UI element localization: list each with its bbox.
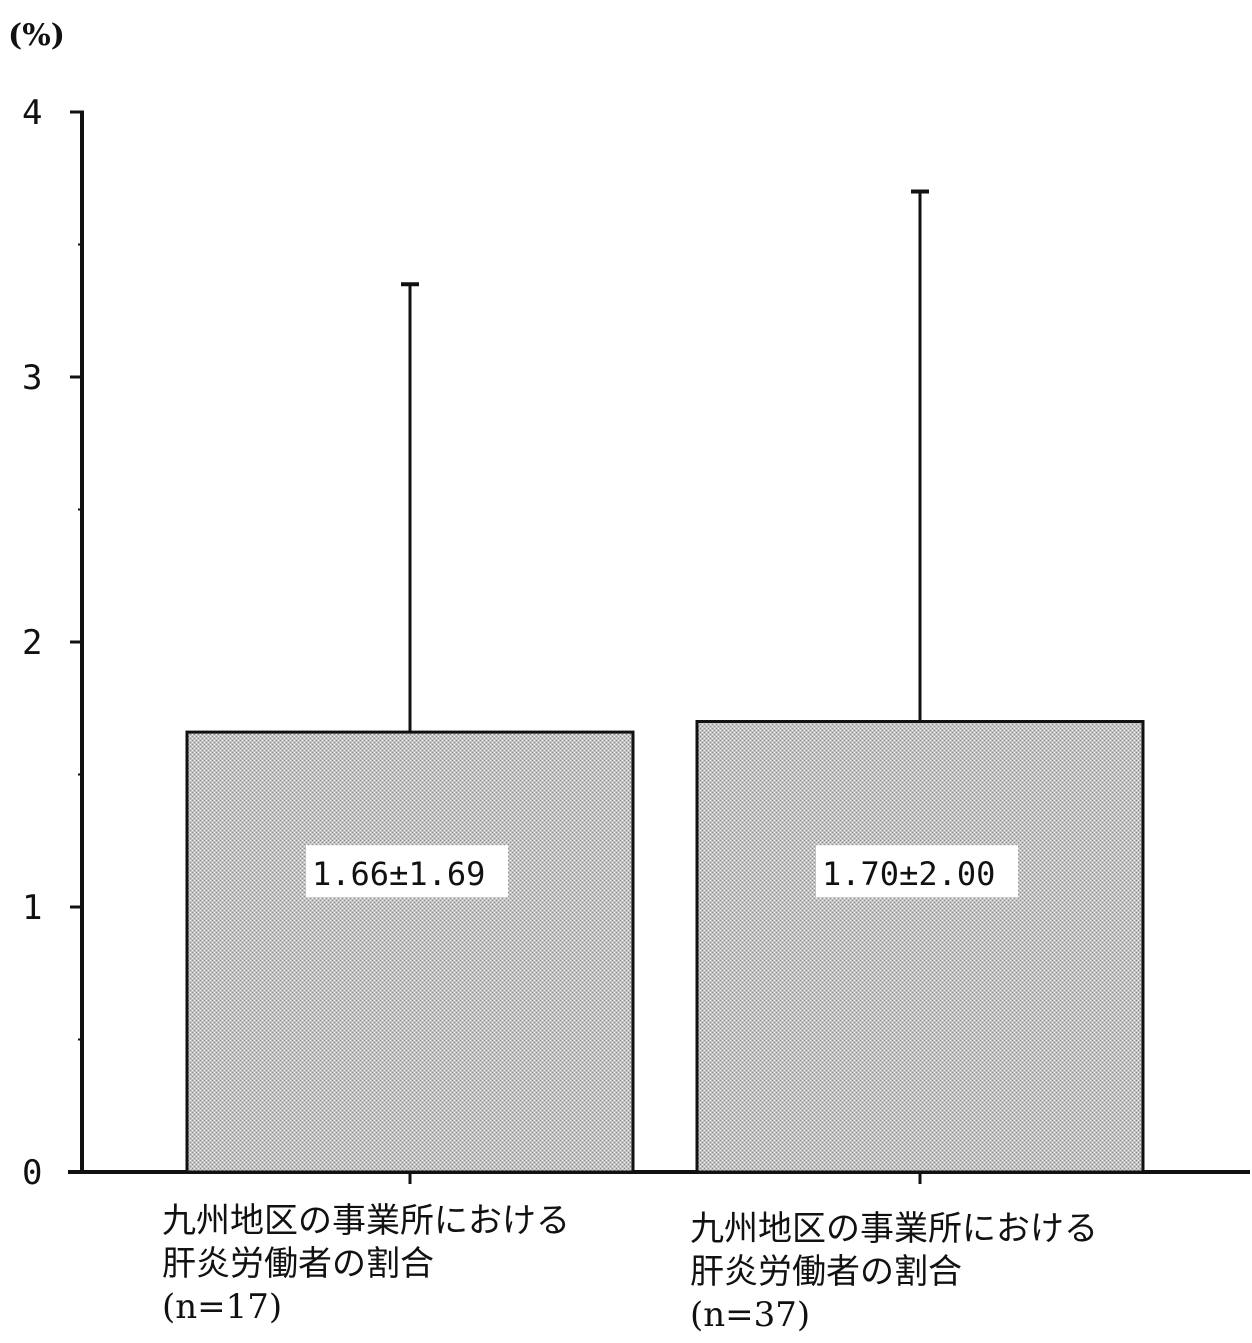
bar xyxy=(185,730,635,1174)
category-label-line2: 肝炎労働者の割合 xyxy=(162,1244,434,1284)
y-tick-label: 0 xyxy=(22,1153,42,1193)
y-tick-label: 1 xyxy=(22,888,42,928)
category-label-line1: 九州地区の事業所における xyxy=(690,1209,1098,1249)
data-label: 1.66±1.69 xyxy=(312,855,485,893)
y-axis-unit-label: (%) xyxy=(8,18,65,53)
bar xyxy=(695,720,1145,1174)
data-label: 1.70±2.00 xyxy=(822,855,995,893)
data-label-box xyxy=(816,845,1018,898)
bars-group: 1.66±1.69 1.70±2.00 xyxy=(185,189,1145,1184)
category-label-line2: 肝炎労働者の割合 xyxy=(690,1252,962,1292)
category-label-line3: (n=17) xyxy=(162,1287,282,1327)
category-label-line3: (n=37) xyxy=(690,1295,810,1335)
y-tick-label: 3 xyxy=(22,358,42,398)
y-tick-label: 4 xyxy=(22,93,42,133)
category-labels: 九州地区の事業所における肝炎労働者の割合(n=17)九州地区の事業所における肝炎… xyxy=(162,1201,1098,1335)
category-label-line1: 九州地区の事業所における xyxy=(162,1201,570,1241)
y-tick-label: 2 xyxy=(22,623,42,663)
data-label-box xyxy=(306,845,508,898)
y-axis-ticks: 0 1 2 3 4 xyxy=(22,93,84,1193)
